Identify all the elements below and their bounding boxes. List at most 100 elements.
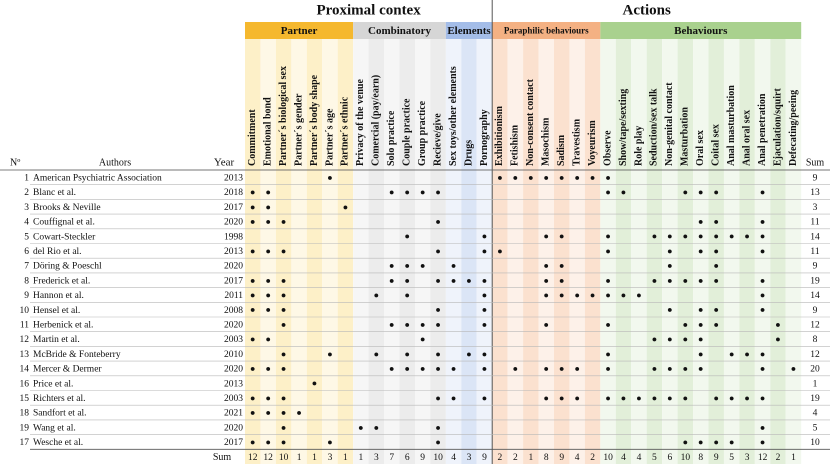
column-bg <box>785 39 802 464</box>
row-author: Couffignal et al. <box>33 217 95 228</box>
column-bg <box>507 39 524 464</box>
group-header-bg <box>245 22 354 39</box>
column-label: Group practice <box>417 100 428 166</box>
cell-mark: ● <box>420 187 425 197</box>
cell-mark: ● <box>265 202 270 212</box>
cell-mark: ● <box>281 319 286 329</box>
cell-mark: ● <box>405 231 410 241</box>
column-sum: 7 <box>389 453 394 463</box>
cell-mark: ● <box>683 334 688 344</box>
cell-mark: ● <box>420 319 425 329</box>
cell-mark: ● <box>281 408 286 418</box>
cell-mark: ● <box>327 437 332 447</box>
row-year: 2013 <box>224 247 243 257</box>
column-sum: 1 <box>343 453 348 463</box>
cell-mark: ● <box>698 349 703 359</box>
cell-mark: ● <box>544 275 549 285</box>
row-author: Herbenick et al. <box>33 321 93 331</box>
cell-mark: ● <box>729 231 734 241</box>
cell-mark: ● <box>605 246 610 256</box>
cell-mark: ● <box>667 334 672 344</box>
row-sum: 13 <box>810 188 820 198</box>
column-sum: 1 <box>297 453 302 463</box>
cell-mark: ● <box>281 393 286 403</box>
row-sum: 20 <box>810 365 820 375</box>
column-label: Solo practice <box>386 110 397 166</box>
row-no: 16 <box>20 379 30 389</box>
row-year: 2003 <box>224 394 243 404</box>
column-bg <box>275 39 292 464</box>
column-label: Seduction/sex talk <box>649 88 660 166</box>
row-year: 2017 <box>224 203 243 213</box>
column-label: Anal oral sex <box>741 110 752 166</box>
row-no: 5 <box>24 232 29 242</box>
column-bg <box>554 39 570 464</box>
cell-mark: ● <box>698 334 703 344</box>
column-tint <box>322 39 338 464</box>
column-sum: 12 <box>263 453 273 463</box>
row-sum: 19 <box>810 276 820 286</box>
row-author: McBride & Fonteberry <box>33 350 121 360</box>
column-label: Role play <box>633 126 644 166</box>
cell-mark: ● <box>544 364 549 374</box>
column-label: Show/tape/sexting <box>618 89 629 166</box>
column-sum: 10 <box>279 453 289 463</box>
cell-mark: ● <box>281 305 286 315</box>
cell-mark: ● <box>250 393 255 403</box>
column-sum: 5 <box>652 453 657 463</box>
cell-mark: ● <box>327 349 332 359</box>
cell-mark: ● <box>482 305 487 315</box>
row-sum: 10 <box>810 438 820 448</box>
row-author: Mercer & Dermer <box>33 365 102 375</box>
row-sum: 11 <box>810 247 819 257</box>
cell-mark: ● <box>528 172 533 182</box>
row-author: Cowart-Steckler <box>33 232 96 242</box>
row-author: Hannon et al. <box>33 291 84 301</box>
column-label: Masturbation <box>680 107 691 166</box>
column-label: Partner´s ethnic <box>340 96 351 166</box>
column-sum: 9 <box>420 453 425 463</box>
column-sum: 3 <box>467 453 472 463</box>
cell-mark: ● <box>250 334 255 344</box>
cell-mark: ● <box>250 217 255 227</box>
column-sum: 2 <box>776 453 781 463</box>
row-no: 2 <box>24 188 29 198</box>
column-tint <box>353 39 369 464</box>
column-bg <box>723 39 740 464</box>
cell-mark: ● <box>605 319 610 329</box>
column-sum: 8 <box>544 453 549 463</box>
cell-mark: ● <box>714 231 719 241</box>
row-year: 2011 <box>224 291 243 301</box>
cell-mark: ● <box>435 246 440 256</box>
column-sum: 1 <box>312 453 317 463</box>
cell-mark: ● <box>250 187 255 197</box>
cell-mark: ● <box>605 275 610 285</box>
cell-mark: ● <box>265 187 270 197</box>
column-sum: 10 <box>603 453 613 463</box>
cell-mark: ● <box>296 408 301 418</box>
group-header-bg <box>445 22 493 39</box>
cell-mark: ● <box>760 437 765 447</box>
cell-mark: ● <box>636 393 641 403</box>
column-label: Partner´s body shape <box>309 74 320 166</box>
column-tint <box>723 39 740 464</box>
cell-mark: ● <box>698 187 703 197</box>
column-label: Sex toys/other elements <box>448 66 459 166</box>
row-author: Sandfort et al. <box>33 408 87 419</box>
row-sum: 1 <box>813 379 818 389</box>
cell-mark: ● <box>466 349 471 359</box>
column-bg <box>476 39 493 464</box>
column-bg <box>770 39 786 464</box>
column-label: Recieve/give <box>432 113 443 166</box>
cell-mark: ● <box>744 393 749 403</box>
cell-mark: ● <box>544 393 549 403</box>
column-bg <box>399 39 415 464</box>
cell-mark: ● <box>574 364 579 374</box>
column-bg <box>662 39 678 464</box>
cell-mark: ● <box>389 364 394 374</box>
cell-mark: ● <box>435 422 440 432</box>
cell-mark: ● <box>374 349 379 359</box>
column-label: Non-genital contact <box>664 82 675 166</box>
cell-mark: ● <box>482 364 487 374</box>
cell-mark: ● <box>265 393 270 403</box>
